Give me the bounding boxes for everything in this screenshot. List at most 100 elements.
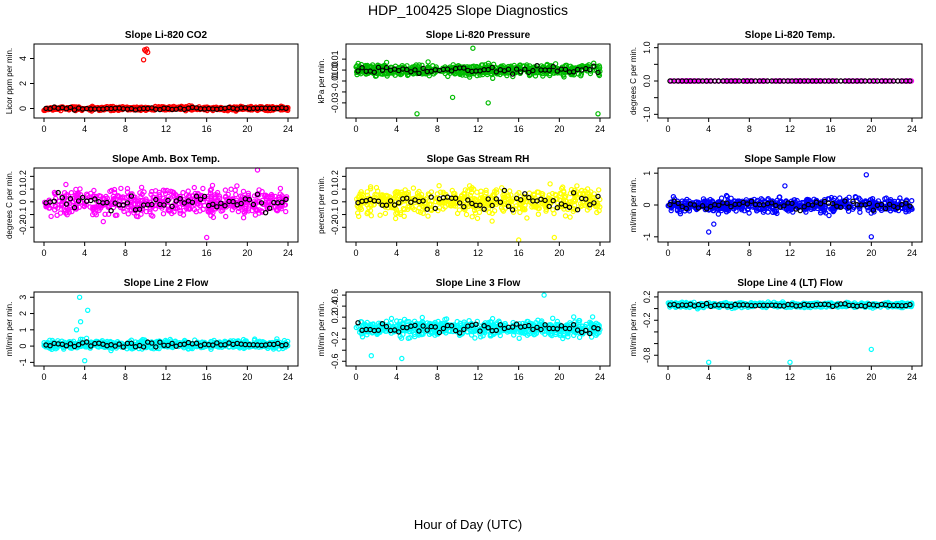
overlay-point [79,194,86,201]
y-tick-label: 0.1 [330,183,340,196]
data-point [410,185,417,191]
x-tick-label: 0 [665,248,670,258]
data-point [174,205,180,211]
overlay-point [218,200,224,206]
overlay-point [258,200,265,206]
x-axis: 0 4 8 12 16 20 24 [353,242,605,258]
data-point [177,208,183,214]
data-points [41,294,291,364]
data-point [358,189,364,195]
data-point [860,78,866,84]
data-point [61,189,68,196]
overlay-point [383,202,390,208]
data-point [567,214,573,220]
overlay-point [51,198,57,204]
x-tick-label: 20 [866,248,876,258]
data-point [406,204,412,210]
data-point [392,189,398,196]
data-point [364,62,371,69]
overlay-point [55,189,61,196]
data-point [471,63,477,69]
y-tick-label: 1 [642,171,652,176]
y-axis-label: degrees C per min. [5,171,14,239]
data-point [535,205,541,211]
x-tick-label: 16 [826,248,836,258]
data-point [395,192,401,199]
overlay-point [522,66,528,72]
data-point [500,194,507,201]
data-point [388,69,394,76]
y-axis: -0.2-0.100.10.2 [18,170,34,235]
overlay-points [43,104,289,113]
data-point [68,189,75,196]
y-tick-label: 0.2 [330,170,340,183]
overlay-point [489,64,495,71]
overlay-point [379,67,386,74]
overlay-point [246,196,253,203]
data-point [393,206,400,213]
x-tick-label: 12 [161,124,171,134]
x-tick-label: 16 [202,124,212,134]
data-point [226,196,233,202]
x-tick-label: 8 [747,248,752,258]
overlay-point [587,66,593,73]
outlier-point [143,46,150,52]
data-point [415,208,421,215]
overlay-point [197,196,204,202]
data-point [535,211,542,217]
data-point [81,203,88,210]
data-point [241,208,247,215]
y-tick-label: 0.2 [18,170,28,183]
overlay-point [92,196,98,202]
y-axis-label: ml/min per min. [5,302,14,357]
x-tick-label: 16 [514,248,524,258]
outlier-point [73,327,80,333]
data-point [471,186,477,192]
data-point [516,205,522,211]
data-point [588,189,594,195]
data-point [357,204,364,211]
overlay-point [75,198,82,204]
overlay-point [214,204,220,210]
data-point [392,215,399,222]
x-tick-label: 12 [473,372,483,382]
outlier-point [399,355,405,362]
data-point [186,192,192,199]
data-point [125,193,132,199]
y-axis-label: degrees C per min. [629,47,638,115]
data-points [665,172,915,240]
data-points [41,46,291,114]
outlier-point [782,183,788,189]
x-tick-label: 0 [665,124,670,134]
data-point [400,205,407,212]
x-tick-label: 12 [473,248,483,258]
overlay-point [371,69,377,75]
data-point [401,206,408,213]
x-tick-label: 16 [826,124,836,134]
overlay-point [262,209,269,216]
x-axis: 0 4 8 12 16 20 24 [41,118,293,134]
y-axis: -1.00.01.0 [642,41,658,122]
data-point [116,193,122,200]
data-point [263,192,269,198]
data-point [574,189,580,195]
x-tick-label: 8 [123,372,128,382]
y-axis-label: ml/min per min. [317,302,326,357]
x-tick-label: 12 [161,372,171,382]
data-point [428,201,434,207]
data-point [484,69,490,76]
overlay-point [136,206,143,212]
overlay-point [497,199,504,205]
data-point [588,196,594,203]
data-point [521,63,527,69]
y-tick-label: 0 [18,199,28,204]
overlay-point [485,196,491,202]
overlay-point [108,207,114,214]
data-point [507,188,513,194]
data-point [472,335,478,341]
data-points [354,181,603,243]
data-point [425,213,431,219]
data-point [399,62,405,69]
